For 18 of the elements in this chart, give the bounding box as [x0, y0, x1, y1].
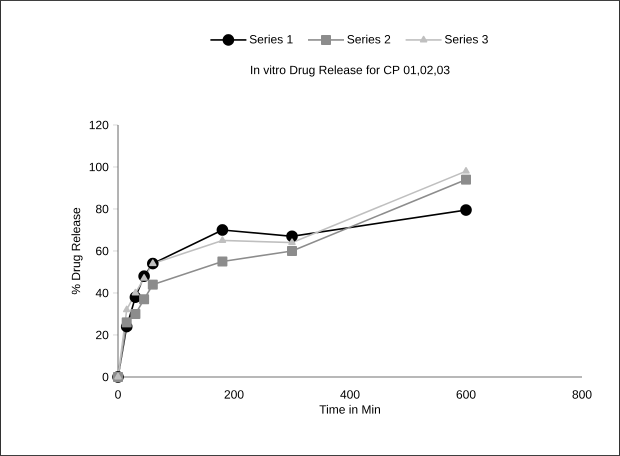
x-axis-title: Time in Min [319, 404, 380, 414]
x-tick-label: 0 [115, 390, 121, 399]
y-tick-label: 80 [96, 204, 108, 214]
y-tick-label: 40 [96, 288, 108, 298]
y-tick-label: 60 [96, 246, 108, 256]
y-tick-label: 100 [90, 162, 108, 172]
legend-label: Series 1 [250, 34, 293, 44]
x-tick-label: 800 [572, 390, 592, 399]
x-tick-label: 600 [456, 390, 476, 399]
legend-label: Series 2 [347, 34, 390, 44]
chart-title: In vitro Drug Release for CP 01,02,03 [251, 65, 450, 77]
x-tick-label: 200 [224, 390, 244, 399]
x-tick-label: 400 [340, 390, 360, 399]
legend-label: Series 3 [444, 34, 488, 44]
y-tick-label: 0 [102, 372, 108, 382]
y-axis-title: % Drug Release [71, 208, 83, 294]
y-tick-label: 20 [96, 330, 108, 340]
y-tick-label: 120 [90, 120, 108, 130]
